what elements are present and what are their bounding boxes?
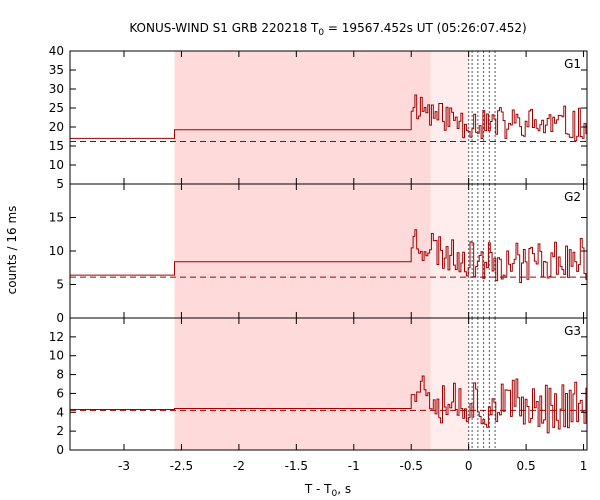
lightcurve-series bbox=[70, 229, 587, 283]
chart-title-subscript: 0 bbox=[318, 28, 324, 38]
x-axis-label-suffix: , s bbox=[337, 482, 351, 496]
x-tick-label: -2 bbox=[233, 459, 245, 473]
y-tick-label: 30 bbox=[49, 82, 64, 96]
panel-label: G3 bbox=[564, 324, 581, 338]
y-tick-label: 40 bbox=[49, 44, 64, 58]
y-tick-label: 10 bbox=[49, 244, 64, 258]
chart-title-suffix: = 19567.452s UT (05:26:07.452) bbox=[324, 21, 527, 35]
x-tick-labels: -3 -2.5 -2 -1.5 -1 -0.5 0 0.5 1 bbox=[118, 459, 587, 473]
shaded-region-1 bbox=[174, 318, 431, 450]
x-tick-label: -0.5 bbox=[400, 459, 423, 473]
lightcurve-series bbox=[70, 94, 587, 142]
y-axis-label: counts / 16 ms bbox=[5, 206, 19, 295]
x-tick-label: 0.5 bbox=[517, 459, 536, 473]
shaded-region-1 bbox=[174, 184, 431, 318]
y-tick-label: 25 bbox=[49, 101, 64, 115]
x-tick-label: -1.5 bbox=[285, 459, 308, 473]
x-tick-label: -1 bbox=[348, 459, 360, 473]
shaded-region-1 bbox=[174, 51, 431, 184]
y-tick-label: 20 bbox=[49, 120, 64, 134]
y-tick-label: 10 bbox=[49, 349, 64, 363]
y-tick-label: 4 bbox=[56, 405, 64, 419]
lightcurve-series bbox=[70, 375, 587, 434]
y-tick-label: 12 bbox=[49, 330, 64, 344]
panel-g1: 5 10 15 20 25 30 35 40 G1 bbox=[49, 44, 588, 191]
x-axis-label-prefix: T - T bbox=[304, 482, 332, 496]
y-tick-label: 0 bbox=[56, 443, 64, 457]
y-tick-label: 0 bbox=[56, 311, 64, 325]
x-axis-label-subscript: 0 bbox=[332, 489, 338, 499]
y-tick-label: 5 bbox=[56, 177, 64, 191]
x-tick-label: 1 bbox=[580, 459, 588, 473]
chart-title-prefix: KONUS-WIND S1 GRB 220218 T bbox=[129, 21, 319, 35]
y-tick-label: 15 bbox=[49, 211, 64, 225]
x-tick-label: -3 bbox=[118, 459, 130, 473]
panel-label: G1 bbox=[564, 57, 581, 71]
y-tick-label: 10 bbox=[49, 158, 64, 172]
y-tick-label: 2 bbox=[56, 424, 64, 438]
x-tick-label: -2.5 bbox=[170, 459, 193, 473]
y-tick-label: 35 bbox=[49, 63, 64, 77]
shaded-region-2 bbox=[430, 184, 469, 318]
y-tick-label: 6 bbox=[56, 386, 64, 400]
x-tick-label: 0 bbox=[465, 459, 473, 473]
y-tick-label: 5 bbox=[56, 278, 64, 292]
shaded-region-2 bbox=[430, 318, 469, 450]
y-tick-label: 15 bbox=[49, 139, 64, 153]
x-axis-label: T - T0, s bbox=[304, 482, 351, 499]
chart-title: KONUS-WIND S1 GRB 220218 T0 = 19567.452s… bbox=[129, 21, 526, 38]
panel-frame bbox=[69, 317, 588, 451]
panel-g2: 0 5 10 15 G2 bbox=[49, 183, 588, 325]
panel-label: G2 bbox=[564, 190, 581, 204]
panel-g3: 0 2 4 6 8 10 12 G3 bbox=[49, 317, 588, 457]
y-tick-label: 8 bbox=[56, 368, 64, 382]
